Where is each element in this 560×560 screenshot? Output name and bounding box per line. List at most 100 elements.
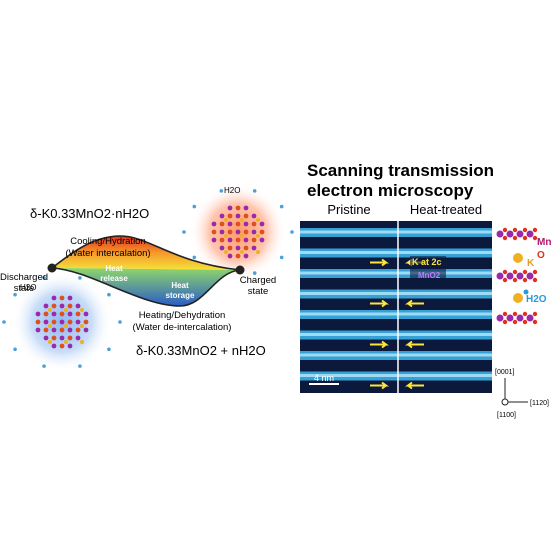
atom — [43, 335, 49, 341]
atom — [219, 229, 225, 235]
atom — [83, 327, 89, 333]
column-label: Pristine — [327, 202, 370, 217]
upper-curve — [51, 235, 241, 271]
atom — [227, 229, 233, 235]
atom — [75, 303, 81, 309]
label-backdrop — [410, 256, 446, 282]
o-atom — [522, 269, 528, 275]
stem-row-core — [300, 230, 492, 234]
water — [78, 276, 82, 280]
arrow — [405, 299, 424, 308]
atom — [35, 327, 41, 333]
legend-label: O — [537, 250, 545, 261]
atom — [219, 221, 225, 227]
atom — [83, 311, 89, 317]
atom — [51, 303, 57, 309]
atom — [43, 319, 49, 325]
water — [290, 230, 294, 234]
mn-atom — [516, 272, 524, 280]
atom — [48, 340, 52, 344]
atom — [211, 221, 217, 227]
o-atom — [532, 311, 538, 317]
layer-label: MnO2 — [418, 271, 441, 280]
scale-label: 4 nm — [314, 373, 334, 383]
atom — [240, 250, 244, 254]
water — [192, 255, 197, 260]
atom — [67, 311, 73, 317]
state-label: state — [248, 286, 269, 297]
process-label: Heating/Dehydration — [139, 310, 226, 321]
atom — [259, 229, 265, 235]
water — [252, 189, 257, 193]
arrow — [370, 258, 389, 267]
legend-label: K — [527, 258, 535, 269]
atom — [80, 324, 84, 328]
atom — [256, 250, 260, 254]
water-label: H2O — [20, 283, 36, 292]
mn-atom — [496, 314, 504, 322]
water — [182, 230, 186, 234]
atom — [67, 335, 73, 341]
atom — [235, 237, 241, 243]
atom — [219, 237, 225, 243]
atom — [211, 237, 217, 243]
o-atom — [522, 319, 528, 325]
atom — [48, 308, 52, 312]
atom — [259, 221, 265, 227]
water — [192, 204, 197, 209]
atom — [224, 250, 228, 254]
atom — [235, 229, 241, 235]
legend-label: Mn — [537, 237, 551, 248]
o-atom — [502, 319, 508, 325]
atom — [251, 237, 257, 243]
state-label: Discharged — [0, 272, 48, 283]
stem-row-core — [300, 292, 492, 295]
axis-label: [1120] — [530, 400, 549, 407]
atom — [227, 205, 233, 211]
atom — [64, 340, 68, 344]
water — [279, 255, 284, 260]
atom — [35, 311, 41, 317]
mn-atom — [506, 272, 514, 280]
atom — [59, 311, 65, 317]
stem-row-core — [300, 312, 492, 316]
water — [118, 320, 122, 324]
o-atom — [502, 311, 508, 317]
stem-row-core — [300, 251, 492, 254]
atom — [219, 213, 225, 219]
process-note: (Water intercalation) — [65, 248, 150, 259]
o-atom — [532, 269, 538, 275]
atom — [75, 311, 81, 317]
atom — [80, 340, 84, 344]
state-label: state — [14, 283, 35, 294]
atom — [67, 327, 73, 333]
water — [42, 276, 46, 280]
o-atom — [522, 227, 528, 233]
atom — [243, 221, 249, 227]
atom — [251, 221, 257, 227]
panel-title: Scanning transmission — [307, 161, 494, 180]
atom — [235, 245, 241, 251]
mn-atom — [526, 272, 534, 280]
stem-row-core — [300, 271, 492, 275]
atom — [75, 335, 81, 341]
atom — [35, 319, 41, 325]
heat-release-area — [52, 236, 240, 270]
arrow — [370, 340, 389, 349]
atom — [43, 311, 49, 317]
water — [107, 292, 111, 297]
mn-atom — [506, 314, 514, 322]
mn-atom — [526, 230, 534, 238]
o-atom — [502, 277, 508, 283]
atom — [240, 218, 244, 222]
mn-atom — [526, 314, 534, 322]
o-atom — [512, 311, 518, 317]
water — [13, 347, 17, 352]
process-note: (Water de-intercalation) — [133, 322, 232, 333]
o-atom — [512, 235, 518, 241]
o-atom — [522, 277, 528, 283]
o-atom — [532, 227, 538, 233]
formula: δ-K0.33MnO2·nH2O — [30, 206, 149, 221]
